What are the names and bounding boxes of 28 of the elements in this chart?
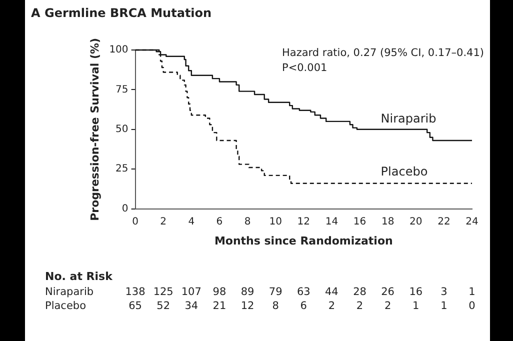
chart-title: A Germline BRCA Mutation [31, 6, 212, 20]
x-tick-label: 0 [132, 216, 138, 228]
x-tick-label: 18 [381, 216, 394, 228]
series-label: Niraparib [380, 112, 436, 126]
y-tick-label: 75 [116, 84, 128, 96]
x-tick-label: 2 [160, 216, 167, 228]
x-tick-label: 22 [438, 216, 450, 228]
x-tick-label: 14 [325, 216, 338, 228]
y-tick-label: 50 [116, 124, 128, 135]
x-tick-label: 4 [188, 216, 195, 228]
x-tick-label: 20 [410, 216, 422, 228]
text: Niraparib 138 125 107 98 89 79 63 44 28 26 16 3 1 [45, 286, 476, 298]
y-tick-label: 100 [109, 44, 128, 56]
y-axis-title: Progression-free Survival (%) [88, 38, 102, 221]
x-tick-label: 12 [297, 216, 310, 228]
x-tick-label: 24 [466, 216, 478, 228]
x-tick-label: 6 [216, 216, 223, 228]
y-tick-label: 25 [116, 164, 128, 175]
text: Placebo 65 52 34 21 12 8 6 2 2 2 1 1 0 [45, 300, 476, 312]
text: No. at Risk [45, 270, 112, 283]
x-axis-title: Months since Randomization [214, 234, 393, 248]
y-tick-label: 0 [122, 203, 128, 214]
x-tick-label: 8 [244, 216, 251, 228]
annotation: Hazard ratio, 0.27 (95% CI, 0.17–0.41) [282, 47, 484, 59]
series-label: Placebo [380, 164, 428, 179]
x-tick-label: 10 [269, 216, 282, 228]
x-tick-label: 16 [353, 216, 366, 228]
annotation: P<0.001 [282, 62, 328, 74]
